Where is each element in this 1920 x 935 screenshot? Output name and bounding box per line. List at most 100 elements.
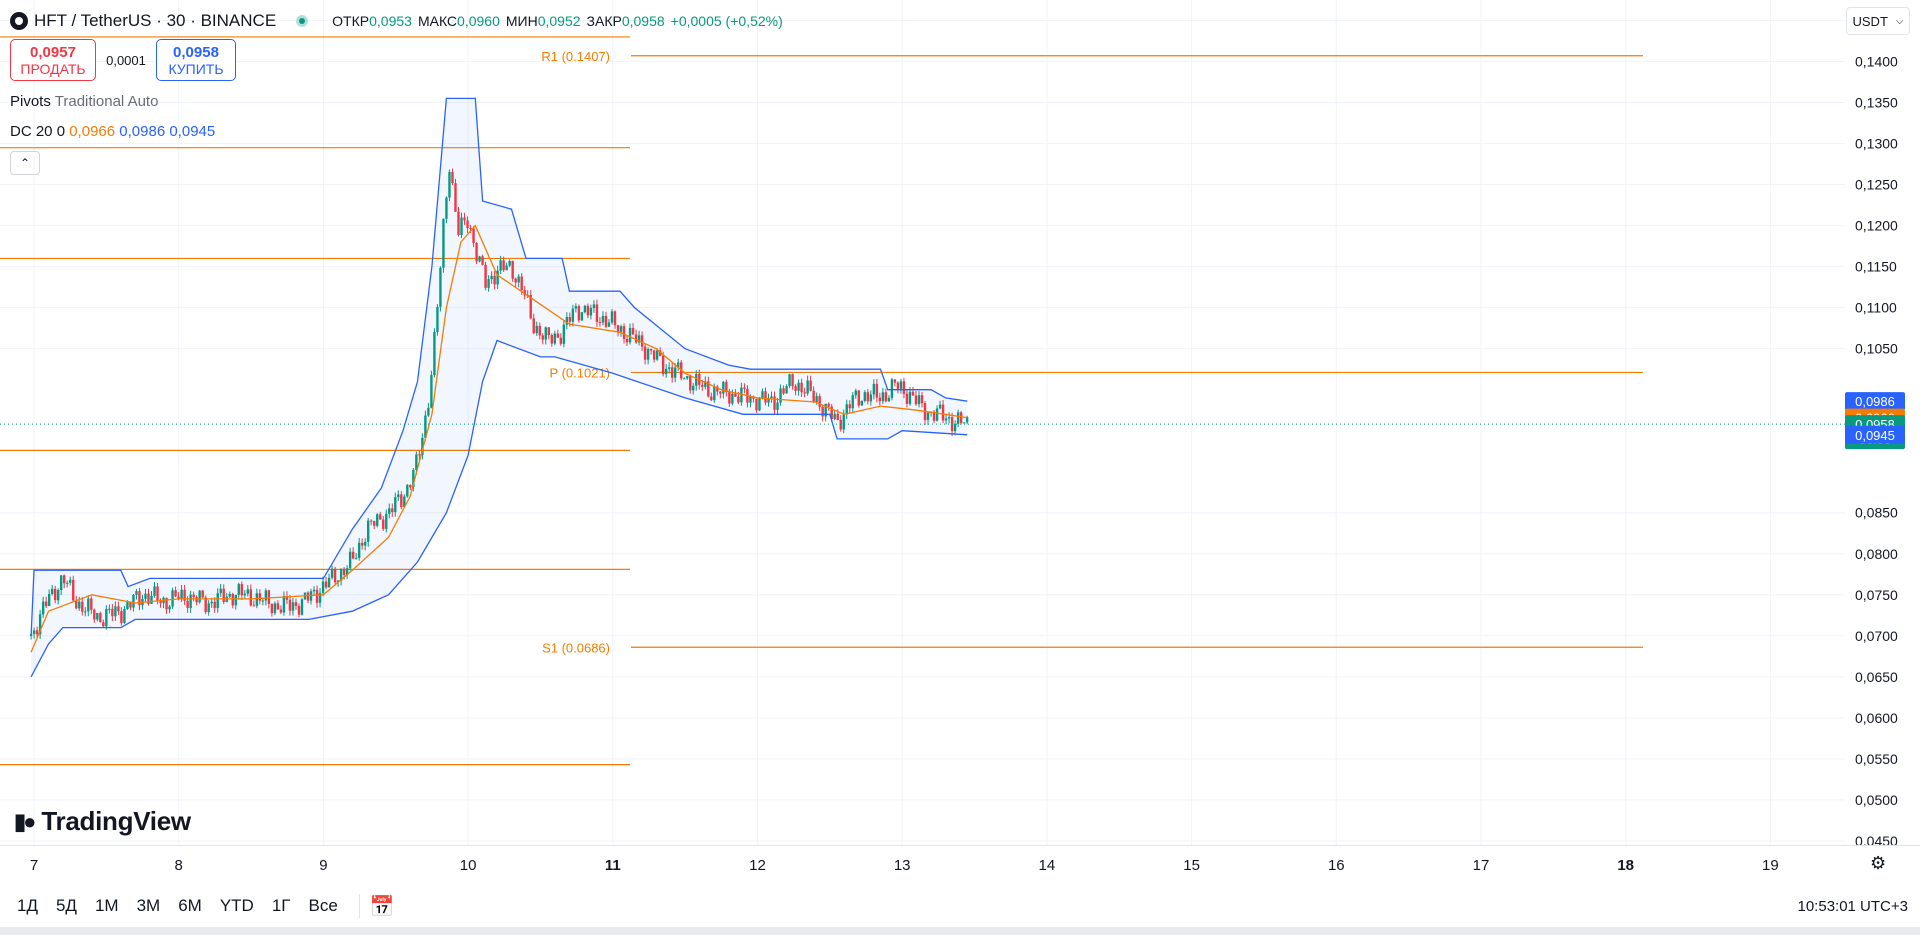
candle-body bbox=[598, 322, 602, 324]
candle-body bbox=[743, 387, 746, 389]
candle-body bbox=[592, 304, 596, 309]
candle-body bbox=[914, 395, 918, 405]
candle-body bbox=[920, 395, 924, 404]
ohlc-open-label: ОТКР bbox=[332, 13, 370, 29]
candle-body bbox=[782, 388, 785, 394]
collapse-legend-button[interactable]: ⌃ bbox=[10, 151, 40, 175]
range-6m[interactable]: 6М bbox=[178, 896, 202, 915]
candle-body bbox=[114, 606, 117, 617]
candle-body bbox=[785, 386, 788, 394]
candle-body bbox=[379, 514, 382, 520]
candle-body bbox=[770, 396, 773, 399]
candle-body bbox=[941, 404, 945, 421]
candle-body bbox=[69, 579, 72, 583]
candle-body bbox=[210, 601, 213, 604]
time-tick-label: 10 bbox=[460, 857, 477, 874]
candle-body bbox=[267, 590, 271, 604]
candle-body bbox=[821, 406, 824, 417]
candle-body bbox=[535, 325, 538, 334]
candle-body bbox=[625, 338, 629, 343]
candle-body bbox=[667, 367, 671, 369]
candle-body bbox=[192, 594, 195, 598]
candle-body bbox=[818, 396, 821, 407]
candle-body bbox=[544, 327, 547, 340]
candle-body bbox=[135, 591, 138, 595]
candle-body bbox=[288, 599, 292, 611]
price-scale[interactable]: 0,14500,14000,13500,13000,12500,12000,11… bbox=[1845, 0, 1920, 845]
range-5d[interactable]: 5Д bbox=[55, 896, 77, 915]
candle-body bbox=[457, 211, 460, 236]
candle-body bbox=[357, 542, 361, 558]
candle-body bbox=[460, 217, 463, 236]
candle-body bbox=[270, 603, 274, 614]
settings-gear-icon[interactable]: ⚙ bbox=[1870, 853, 1887, 873]
candle-body bbox=[108, 608, 111, 610]
currency-label: USDT bbox=[1852, 13, 1888, 29]
candle-body bbox=[78, 601, 81, 609]
time-tick-label: 7 bbox=[30, 857, 38, 874]
buy-price: 0,0958 bbox=[173, 44, 219, 61]
range-all[interactable]: Все bbox=[308, 896, 338, 915]
candle-body bbox=[764, 391, 767, 403]
candle-body bbox=[84, 611, 87, 613]
chart-area[interactable]: R1 (0.1407) P (0.1021) S1 (0.0686) bbox=[0, 0, 1845, 845]
candle-body bbox=[601, 315, 605, 323]
legend-donchian[interactable]: DC 20 0 0,0966 0,0986 0,0945 bbox=[10, 123, 215, 140]
candle-body bbox=[532, 318, 535, 334]
tradingview-logo[interactable]: ▮● TradingView bbox=[14, 806, 191, 837]
candle-body bbox=[580, 312, 584, 321]
buy-button[interactable]: 0,0958 КУПИТЬ bbox=[156, 39, 236, 81]
range-1d[interactable]: 1Д bbox=[17, 896, 38, 915]
candle-body bbox=[878, 397, 882, 402]
sell-button[interactable]: 0,0957 ПРОДАТЬ bbox=[10, 39, 96, 81]
candle-body bbox=[613, 311, 617, 326]
ohlc-close-label: ЗАКР bbox=[586, 13, 622, 29]
candle-body bbox=[710, 396, 713, 401]
price-tick-label: 0,1200 bbox=[1855, 218, 1898, 234]
candle-body bbox=[327, 577, 331, 588]
candle-body bbox=[237, 584, 240, 595]
candle-body bbox=[661, 355, 665, 375]
calendar-icon[interactable]: 📅 bbox=[369, 895, 395, 918]
candle-body bbox=[105, 608, 108, 627]
range-1m[interactable]: 1М bbox=[94, 896, 119, 915]
time-tick-label: 19 bbox=[1762, 857, 1779, 874]
pivot-label: S1 (0.0686) bbox=[542, 640, 610, 655]
candle-body bbox=[959, 412, 963, 423]
candle-body bbox=[887, 397, 891, 402]
candle-body bbox=[306, 592, 310, 601]
candle-body bbox=[704, 381, 707, 387]
candle-body bbox=[740, 387, 743, 403]
dc-lower-value: 0,0945 bbox=[169, 123, 216, 140]
candle-body bbox=[439, 267, 442, 307]
candle-body bbox=[484, 264, 487, 288]
symbol-title[interactable]: HFT / TetherUS · 30 · BINANCE bbox=[34, 11, 277, 30]
candle-body bbox=[728, 392, 731, 404]
clock[interactable]: 10:53:01 UTC+3 bbox=[1797, 897, 1909, 915]
candle-body bbox=[354, 557, 358, 559]
legend-pivots[interactable]: Pivots Traditional Auto bbox=[10, 93, 158, 110]
candle-body bbox=[138, 591, 141, 606]
price-chart[interactable]: R1 (0.1407) P (0.1021) S1 (0.0686) bbox=[0, 0, 1845, 845]
candle-body bbox=[189, 594, 192, 609]
candle-body bbox=[44, 601, 48, 606]
candle-body bbox=[848, 404, 851, 409]
candle-body bbox=[219, 588, 222, 594]
price-tick-label: 0,0550 bbox=[1855, 751, 1898, 767]
pivot-label: P (0.1021) bbox=[550, 365, 610, 380]
candle-body bbox=[857, 390, 860, 406]
candle-body bbox=[276, 603, 280, 610]
currency-selector[interactable]: USDT ⌵ bbox=[1846, 7, 1910, 35]
range-ytd[interactable]: YTD bbox=[219, 896, 254, 915]
candle-body bbox=[324, 581, 328, 588]
candle-body bbox=[454, 183, 457, 212]
range-1y[interactable]: 1Г bbox=[271, 896, 291, 915]
time-axis[interactable]: 7 8 9 10 11 12 13 14 15 16 17 18 19 bbox=[0, 845, 1920, 885]
candle-body bbox=[695, 373, 698, 386]
candle-body bbox=[321, 581, 325, 593]
candle-body bbox=[490, 275, 493, 280]
candle-body bbox=[348, 551, 352, 569]
candle-body bbox=[186, 600, 189, 609]
range-3m[interactable]: 3М bbox=[136, 896, 161, 915]
candle-body bbox=[845, 404, 848, 415]
